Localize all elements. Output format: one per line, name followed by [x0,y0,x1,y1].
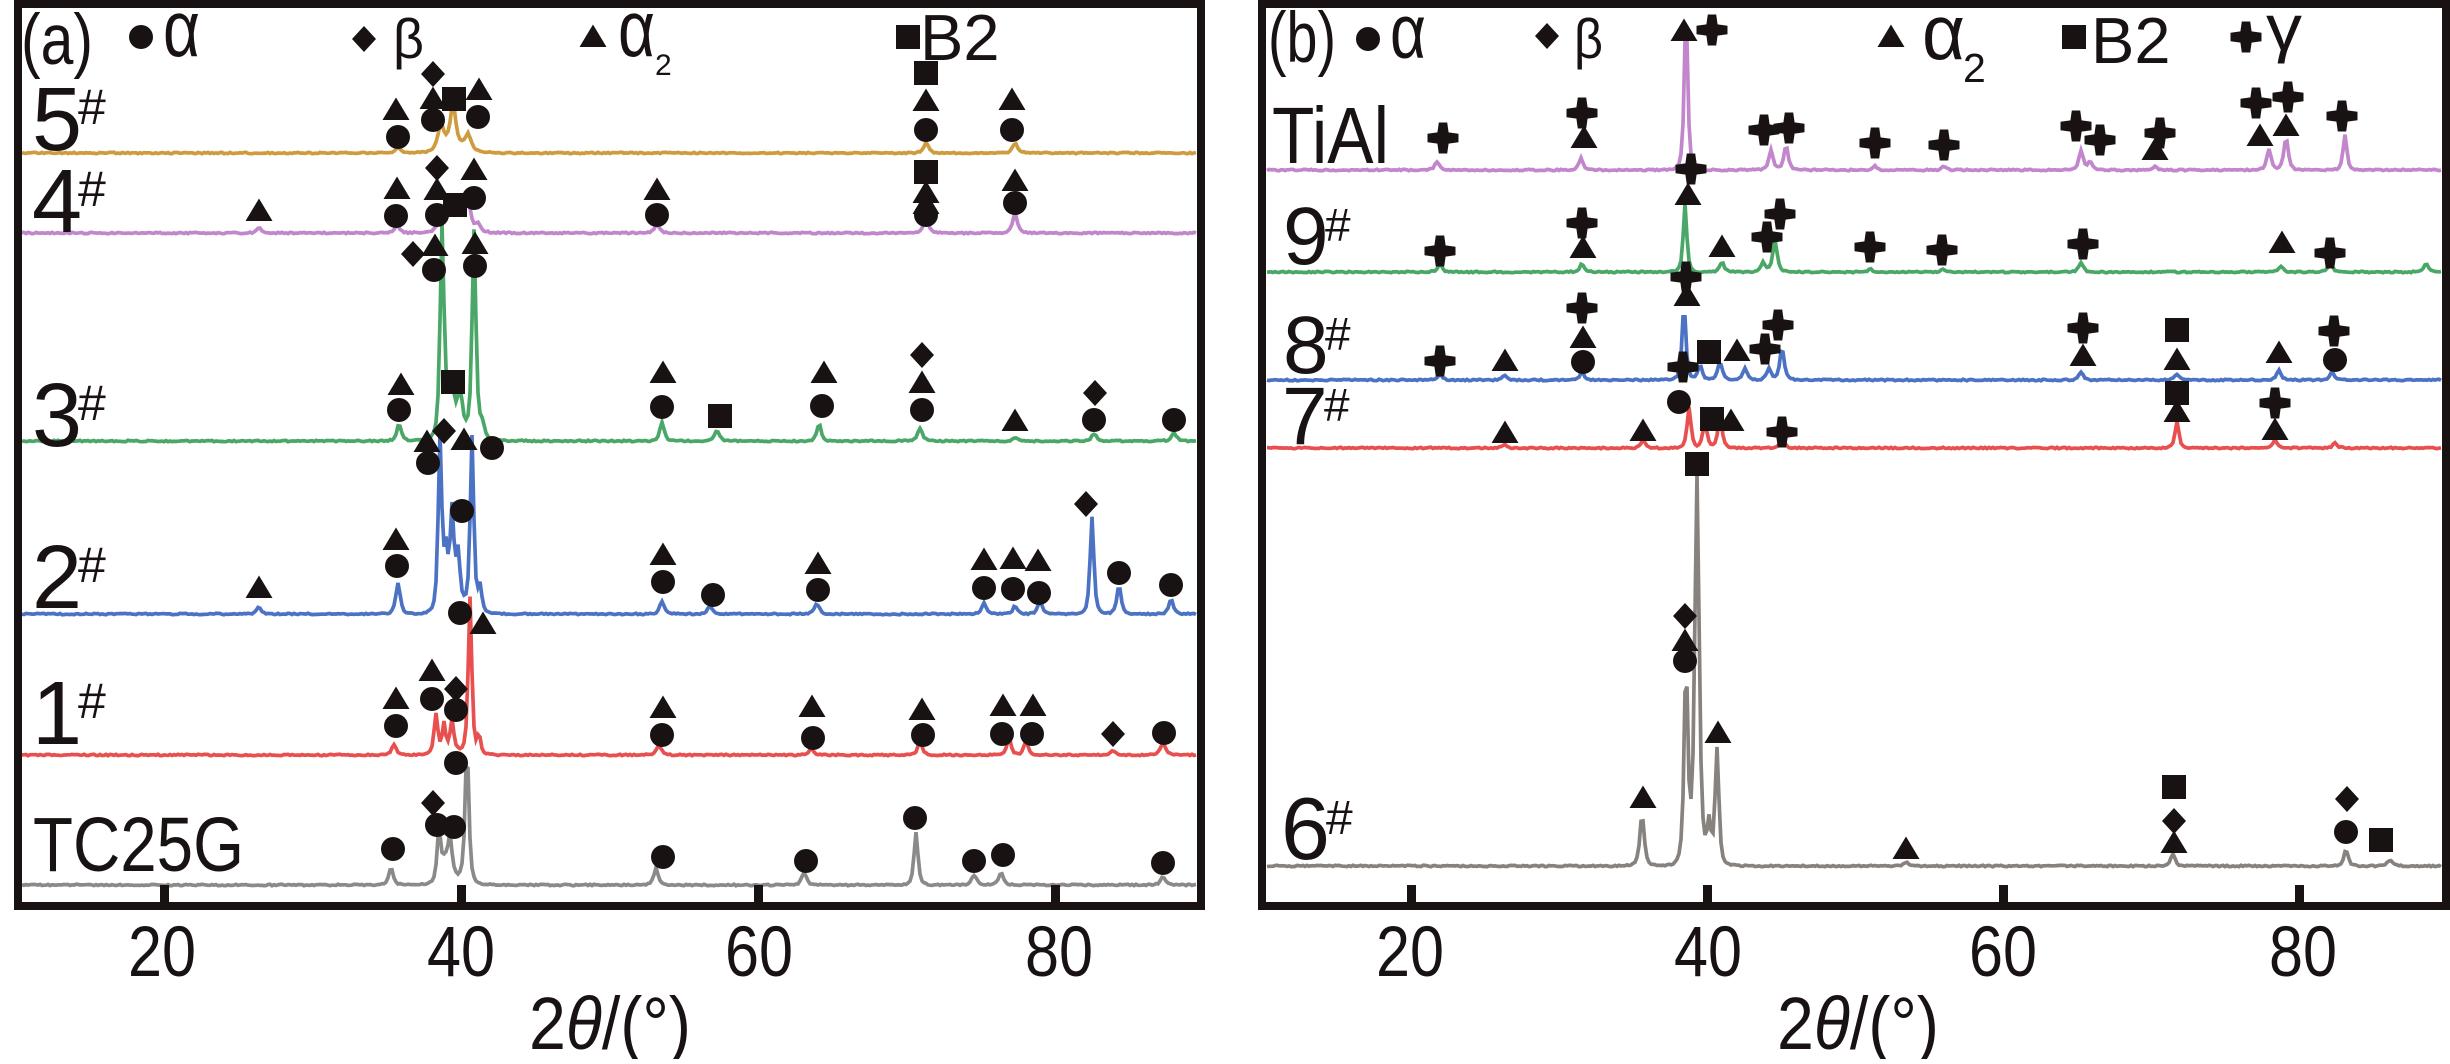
svg-text:2θ/(°): 2θ/(°) [1777,982,1939,1059]
svg-text:#: # [78,537,106,593]
svg-text:#: # [1324,379,1350,431]
svg-text:TC25G: TC25G [33,802,244,888]
svg-text:#: # [1325,199,1351,251]
svg-text:60: 60 [1969,913,2037,992]
svg-text:2θ/(°): 2θ/(°) [529,982,691,1059]
svg-text:20: 20 [128,913,196,992]
svg-text:2: 2 [655,49,672,82]
svg-text:3: 3 [32,366,82,466]
svg-text:1: 1 [32,664,82,764]
svg-text:γ: γ [2266,0,2303,64]
svg-text:#: # [78,673,106,729]
svg-text:#: # [78,79,106,135]
svg-text:7: 7 [1282,371,1328,462]
svg-text:#: # [78,375,106,431]
svg-text:(a): (a) [21,1,93,80]
svg-text:#: # [1325,308,1351,360]
svg-text:20: 20 [1376,913,1444,992]
svg-text:#: # [1326,792,1353,845]
svg-text:80: 80 [2269,913,2337,992]
svg-text:α: α [1922,0,1965,76]
svg-text:6: 6 [1281,779,1330,878]
svg-text:40: 40 [427,913,495,992]
svg-text:2: 2 [32,528,82,628]
svg-text:40: 40 [1674,913,1742,992]
svg-text:β: β [1574,7,1603,70]
svg-text:60: 60 [725,913,793,992]
svg-text:B2: B2 [2091,4,2171,77]
svg-text:α: α [1390,0,1426,75]
svg-text:2: 2 [1963,45,1986,91]
svg-text:9: 9 [1283,191,1329,282]
svg-text:#: # [78,161,106,217]
svg-text:(b): (b) [1268,0,1336,78]
svg-text:4: 4 [32,152,82,252]
svg-text:β: β [393,7,424,70]
svg-text:TiAl: TiAl [1272,91,1389,180]
svg-text:α: α [163,0,200,73]
svg-text:B2: B2 [920,1,1000,74]
svg-text:80: 80 [1025,913,1093,992]
svg-text:α: α [618,0,655,73]
svg-text:5: 5 [32,70,82,170]
svg-text:8: 8 [1283,300,1329,391]
